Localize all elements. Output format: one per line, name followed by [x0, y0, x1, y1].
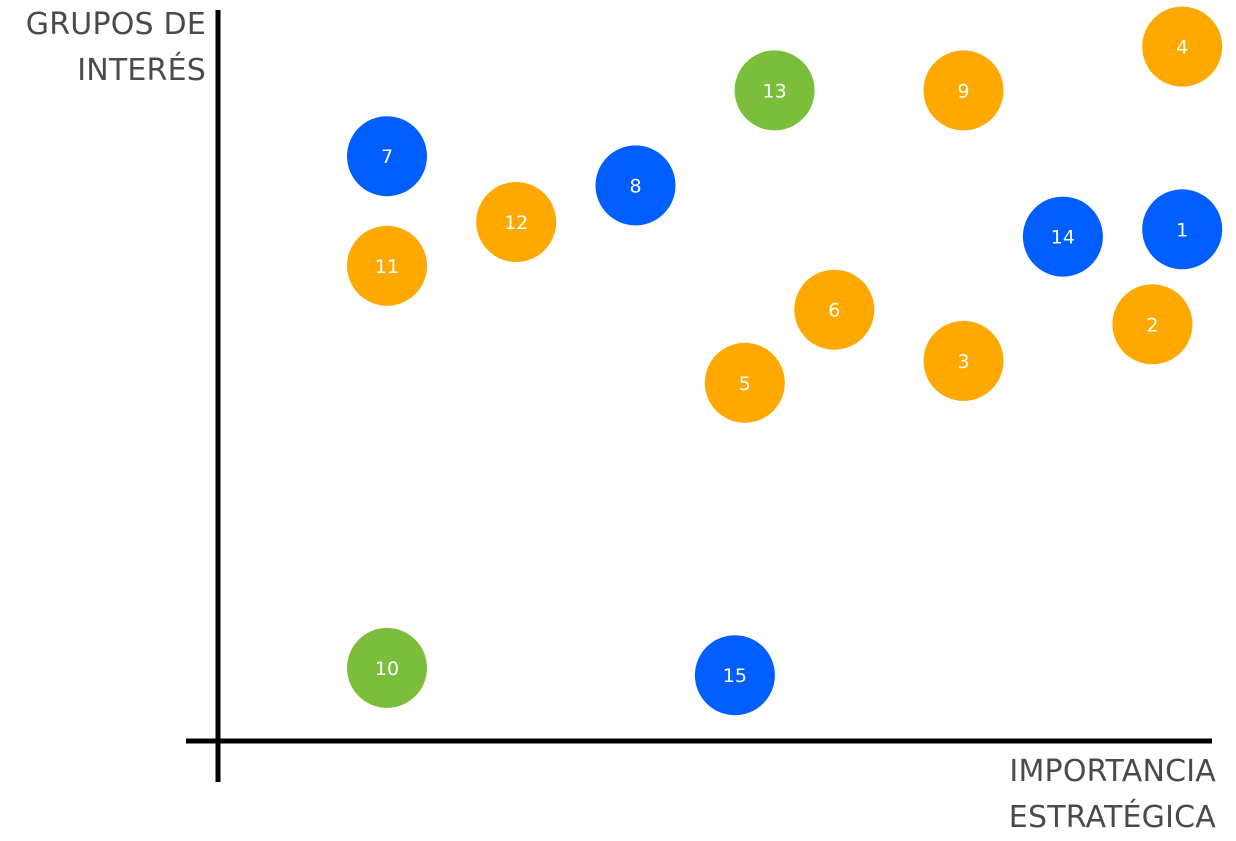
- point-label-8: 8: [629, 175, 641, 197]
- point-label-14: 14: [1051, 227, 1075, 249]
- point-marker-13: [734, 50, 815, 131]
- point-label-3: 3: [957, 351, 969, 373]
- point-label-6: 6: [828, 300, 840, 322]
- point-3: 3: [923, 320, 1004, 401]
- point-marker-5: [704, 342, 785, 423]
- point-marker-4: [1142, 6, 1223, 87]
- point-label-10: 10: [375, 658, 399, 680]
- x-axis-title-line-1: IMPORTANCIA: [1009, 754, 1216, 789]
- point-marker-10: [347, 627, 427, 708]
- point-marker-3: [923, 320, 1004, 401]
- point-label-5: 5: [739, 373, 751, 395]
- y-axis-title-line-1: GRUPOS DE: [25, 7, 206, 42]
- point-marker-11: [347, 225, 427, 306]
- point-2: 2: [1112, 284, 1193, 365]
- point-label-2: 2: [1146, 314, 1158, 336]
- point-9: 9: [923, 50, 1004, 131]
- point-marker-7: [347, 116, 427, 197]
- y-axis-title: GRUPOS DE INTERÉS: [26, 2, 206, 94]
- point-10: 10: [347, 627, 427, 708]
- point-marker-9: [923, 50, 1004, 131]
- point-marker-14: [1022, 196, 1103, 277]
- point-label-9: 9: [957, 80, 969, 102]
- point-12: 12: [476, 182, 557, 262]
- point-marker-2: [1112, 284, 1193, 365]
- point-label-11: 11: [375, 256, 399, 278]
- point-label-15: 15: [723, 665, 747, 687]
- point-label-13: 13: [763, 80, 787, 102]
- y-axis-title-line-2: INTERÉS: [77, 53, 206, 88]
- point-11: 11: [347, 225, 427, 306]
- x-axis-title: IMPORTANCIA ESTRATÉGICA: [1009, 749, 1216, 841]
- point-marker-15: [694, 635, 775, 716]
- point-15: 15: [694, 635, 775, 716]
- point-marker-12: [476, 182, 557, 262]
- point-5: 5: [704, 342, 785, 423]
- point-label-1: 1: [1176, 219, 1188, 241]
- point-marker-8: [595, 145, 676, 226]
- point-13: 13: [734, 50, 815, 131]
- point-label-12: 12: [504, 212, 528, 234]
- point-14: 14: [1022, 196, 1103, 277]
- point-6: 6: [794, 269, 875, 350]
- point-label-4: 4: [1176, 37, 1188, 59]
- point-7: 7: [347, 116, 427, 197]
- point-1: 1: [1142, 189, 1223, 270]
- x-axis-title-line-2: ESTRATÉGICA: [1008, 800, 1216, 835]
- point-8: 8: [595, 145, 676, 226]
- point-marker-6: [794, 269, 875, 350]
- point-4: 4: [1142, 6, 1223, 87]
- point-marker-1: [1142, 189, 1223, 270]
- point-label-7: 7: [381, 146, 393, 168]
